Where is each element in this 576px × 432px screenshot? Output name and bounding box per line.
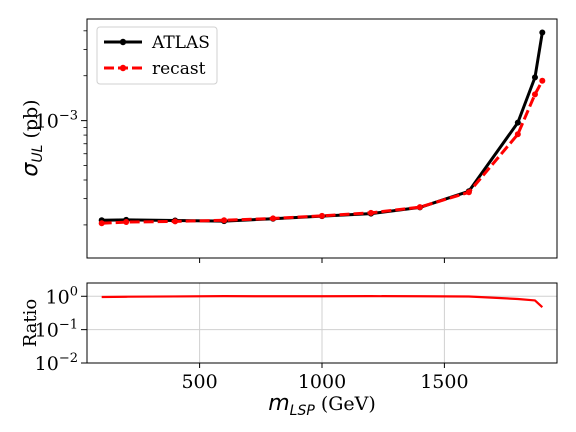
ytick-base: 10 — [35, 320, 59, 342]
data-point-recast — [98, 220, 105, 227]
ratio-xtick-labels: 500 1000 1500 — [181, 371, 468, 393]
ratio-ylabel: Ratio — [20, 299, 41, 348]
upper-ytick-label: 10−3 — [35, 109, 78, 133]
ylabel-unit: (pb) — [20, 99, 42, 144]
data-point-recast — [319, 212, 325, 219]
data-point-atlas — [539, 29, 546, 36]
upper-series-lines — [98, 29, 546, 227]
xlabel: mLSP (GeV) — [268, 391, 376, 419]
legend-label-recast: recast — [152, 59, 206, 79]
xlabel-symbol: m — [268, 391, 289, 416]
ratio-series-line — [101, 295, 544, 309]
data-point-recast — [514, 131, 521, 138]
ylabel-subscript: UL — [30, 145, 46, 163]
ytick-base: 10 — [35, 353, 59, 375]
legend-marker-atlas — [119, 38, 127, 46]
data-point-atlas — [531, 74, 538, 81]
ytick-base: 10 — [46, 286, 70, 308]
data-point-recast — [531, 91, 538, 98]
ratio-ytick-label: 100 — [46, 284, 78, 308]
xlabel-subscript: LSP — [290, 403, 316, 419]
data-point-recast — [539, 77, 546, 84]
upper-axis-ticks — [81, 30, 445, 263]
data-point-recast — [416, 204, 423, 211]
ratio-grid — [87, 283, 557, 363]
ylabel-symbol: σ — [18, 162, 43, 177]
ytick-exponent: 0 — [70, 284, 78, 299]
xtick-label: 500 — [181, 371, 217, 393]
ytick-exponent: −3 — [59, 109, 78, 124]
legend-label-atlas: ATLAS — [151, 33, 210, 53]
data-point-recast — [367, 209, 374, 216]
xlabel-unit: (GeV) — [315, 393, 376, 415]
lower-panel: 100 10−1 10−2 500 1000 1500 Ratio mLSP (… — [20, 282, 558, 419]
ytick-exponent: −1 — [59, 318, 78, 333]
upper-panel: 10−3 σUL (pb) ATLAS recast — [18, 18, 558, 263]
legend-marker-recast — [119, 64, 127, 72]
upper-ylabel: σUL (pb) — [18, 99, 46, 176]
data-point-recast — [270, 215, 277, 222]
xtick-label: 1500 — [420, 371, 468, 393]
ratio-ytick-label: 10−1 — [35, 318, 78, 342]
ratio-ytick-label: 10−2 — [35, 351, 78, 375]
data-point-recast — [172, 218, 179, 225]
ytick-base: 10 — [35, 111, 59, 133]
ytick-exponent: −2 — [59, 351, 78, 366]
ratio-line — [101, 295, 544, 309]
data-point-recast — [123, 219, 130, 226]
legend: ATLAS recast — [96, 26, 218, 85]
ratio-ytick-labels: 100 10−1 10−2 — [35, 284, 78, 375]
data-point-atlas — [514, 119, 521, 126]
xtick-label: 1000 — [298, 371, 346, 393]
data-point-recast — [221, 217, 228, 224]
data-point-recast — [465, 189, 472, 196]
lower-axis-ticks — [81, 295, 445, 368]
series-line-recast — [101, 80, 544, 225]
